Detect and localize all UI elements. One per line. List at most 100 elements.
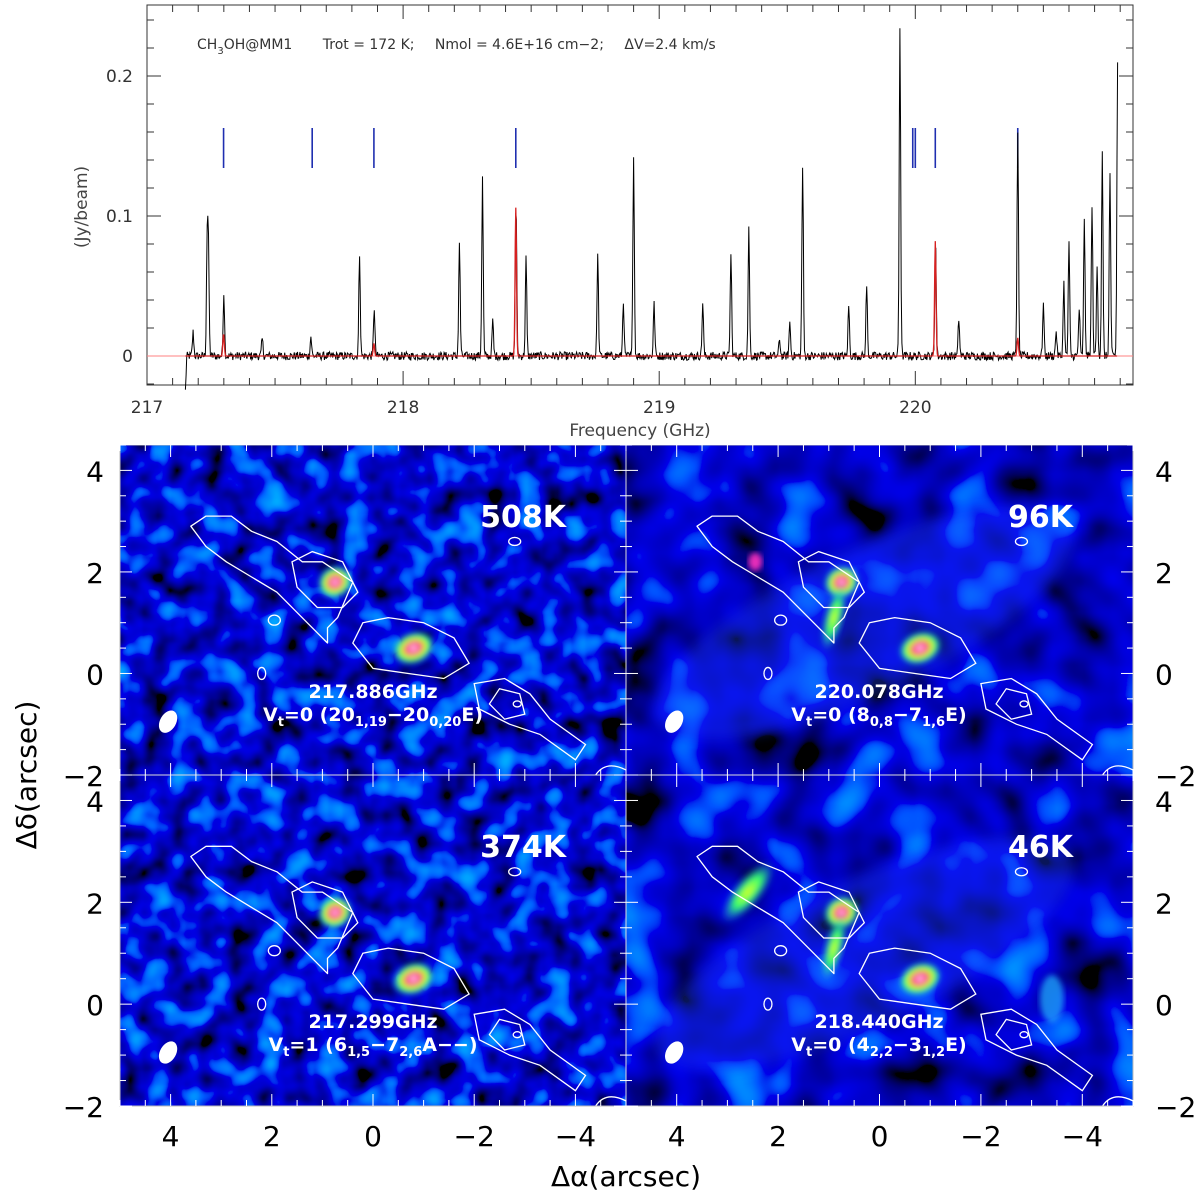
extended-emission [655, 505, 1074, 740]
map-y-tick-label: 2 [86, 557, 104, 590]
y-tick-labels: 0 0.1 0.2 [106, 67, 133, 367]
contour-blob [508, 536, 522, 547]
contour-southwest [473, 1008, 587, 1092]
map-y-tick-label: 0 [1155, 989, 1173, 1022]
contour-inner-mm1 [291, 881, 359, 939]
continuum-contours [190, 515, 626, 775]
emission-knot-east [721, 861, 775, 923]
map-x-tick-label: −2 [960, 1120, 1001, 1153]
frequency-label: 220.078GHz [814, 681, 943, 703]
emission-core-mm2 [392, 961, 435, 996]
y-tick-label: 0.1 [106, 207, 133, 227]
map-ticks [119, 445, 1134, 1107]
contour-outer-mm1 [190, 515, 354, 644]
map-y-tick-label: −2 [1155, 1091, 1196, 1124]
frequency-label: 217.886GHz [308, 681, 437, 703]
contour-blob [1014, 867, 1029, 877]
temperature-label: 508K [480, 500, 568, 535]
contour-outer-mm2 [352, 947, 470, 1010]
map-y-tick-label: −2 [1155, 760, 1196, 793]
continuum-contours [190, 845, 626, 1106]
map-x-tick-label: 0 [871, 1120, 889, 1153]
map-x-tick-label: 2 [263, 1120, 281, 1153]
contour-inner-mm1 [291, 550, 359, 609]
observed-spectrum-series [184, 28, 1119, 390]
contour-outer-mm1 [696, 515, 860, 644]
contour-southwest-inner [995, 687, 1033, 720]
map-x-tick-label: 4 [162, 1120, 180, 1153]
emission-ridge [820, 915, 847, 982]
map-y-tick-label: −2 [63, 1091, 104, 1124]
x-tick-label: 219 [643, 398, 675, 418]
contour-edge [595, 1096, 626, 1106]
extended-emission [655, 836, 1074, 1071]
map-y-tick-label: 0 [86, 658, 104, 691]
contour-blob [1014, 536, 1029, 547]
emission-knot-east [748, 552, 763, 571]
emission-core-mm2 [392, 631, 435, 665]
beam-ellipse [158, 710, 178, 733]
spectrum-header: CH3OH@MM1 Trot = 172 K; Nmol = 4.6E+16 c… [197, 37, 716, 57]
contour-southwest-inner [995, 1018, 1033, 1051]
contour-outer-mm2 [858, 616, 977, 680]
contour-outer-mm1 [190, 845, 354, 975]
contour-edge [1102, 1096, 1133, 1106]
contour-southwest [473, 677, 587, 761]
line-markers [222, 128, 1019, 168]
map-x-tick-label: 0 [364, 1120, 382, 1153]
contour-southwest-inner [488, 687, 526, 720]
emission-core-mm1 [317, 565, 353, 599]
emission-core-mm1 [317, 895, 353, 930]
contour-peak [512, 1031, 522, 1039]
x-tick-label: 218 [387, 398, 419, 418]
temperature-label: 46K [1008, 830, 1075, 865]
map-x-tick-label: 4 [668, 1120, 686, 1153]
continuum-contours [696, 515, 1133, 775]
model-spectrum-series [185, 207, 1118, 357]
map-y-tick-label: −2 [63, 760, 104, 793]
contour-blob [257, 997, 267, 1011]
x-tick-label: 220 [899, 398, 931, 418]
contour-blob [763, 666, 773, 681]
contour-blob [773, 945, 788, 957]
contour-blob [508, 867, 522, 877]
x-axis-label: Frequency (GHz) [569, 421, 710, 441]
contour-inner-mm1 [797, 881, 866, 939]
y-axis-label: (Jy/beam) [72, 166, 92, 248]
contour-outer-mm1 [696, 845, 860, 975]
contour-blob [763, 997, 773, 1011]
beam-ellipse [664, 1041, 684, 1064]
emission-core-mm2 [898, 961, 942, 996]
map-y-tick-label: 0 [1155, 658, 1173, 691]
emission-knot-southwest [1039, 975, 1064, 1024]
contour-southwest-inner [488, 1018, 526, 1051]
contour-southwest [980, 1008, 1094, 1092]
map-y-tick-label: 2 [1155, 887, 1173, 920]
map-y-tick-label: 4 [86, 455, 104, 488]
contour-peak [1019, 1031, 1029, 1039]
noise-emission [120, 445, 626, 775]
contour-edge [595, 765, 626, 775]
contour-southwest [980, 677, 1094, 761]
map-x-tick-label: −4 [555, 1120, 596, 1153]
transition-label: Vt=0 (201,19−200,20E) [263, 704, 483, 730]
map-y-tick-label: 4 [1155, 455, 1173, 488]
contour-inner-mm1 [797, 550, 866, 609]
x-tick-labels: 217 218 219 220 [131, 398, 932, 418]
transition-label: Vt=0 (80,8−71,6E) [791, 704, 966, 730]
continuum-contours [696, 845, 1133, 1106]
beam-ellipse [664, 710, 684, 733]
emission-core-mm1 [823, 565, 859, 599]
contour-blob [257, 666, 267, 681]
temperature-label: 96K [1008, 500, 1075, 535]
map-x-tick-label: 2 [769, 1120, 787, 1153]
noise-emission [120, 775, 626, 1106]
x-tick-label: 217 [131, 398, 163, 418]
map-y-tick-label: 2 [1155, 557, 1173, 590]
